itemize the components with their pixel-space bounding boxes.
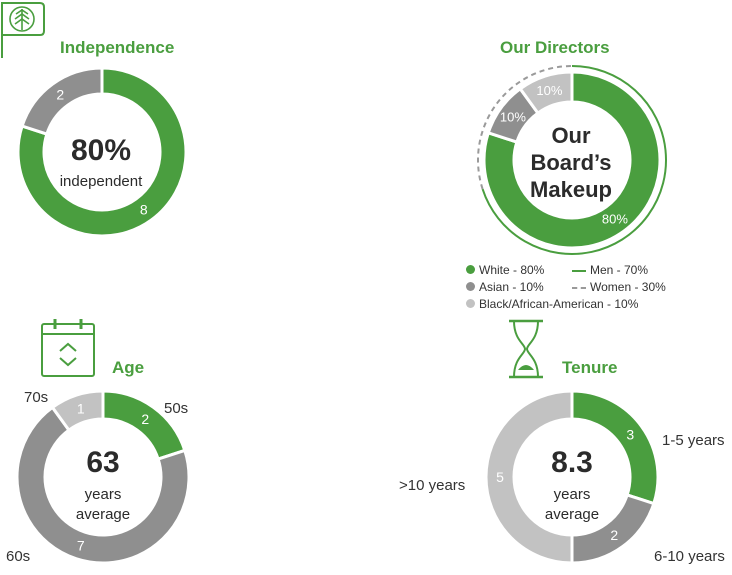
independence-title: Independence: [60, 38, 175, 57]
legend-women-label: Women - 30%: [590, 280, 666, 294]
calendar-icon: [40, 318, 96, 383]
age-center-value: 63: [86, 446, 120, 479]
tenure-center-line-3: average: [544, 506, 600, 523]
tenure-donut-chart: 3 2 5: [484, 389, 660, 565]
age-label-70s: 70s: [24, 389, 49, 406]
age-donut-chart: 2 7 1: [15, 389, 191, 565]
age-label-60s: 60s: [6, 548, 31, 565]
tenure-center-value: 8.3: [551, 446, 593, 479]
legend-asian-swatch: [466, 282, 475, 291]
legend-black-swatch: [466, 299, 475, 308]
legend-black-label: Black/African-American - 10%: [479, 297, 639, 311]
legend-men-label: Men - 70%: [590, 263, 649, 277]
legend-white: White - 80%: [466, 263, 544, 277]
independence-slice-0: [16, 66, 188, 238]
tenure-slice-label-1: 2: [610, 527, 618, 543]
directors-center-line-1: Our: [551, 123, 591, 148]
age-slice-label-0: 2: [141, 411, 149, 427]
independence-donut-chart: 82: [16, 66, 188, 238]
legend-white-label: White - 80%: [479, 263, 545, 277]
directors-title: Our Directors: [500, 38, 610, 57]
age-center-line-3: average: [75, 506, 131, 523]
directors-center-line-2: Board’s: [530, 150, 612, 175]
independence-center-label: independent: [59, 173, 143, 190]
directors-slice-label-2: 10%: [536, 83, 562, 98]
age-center-line-2: years: [84, 486, 122, 503]
tenure-label-6-10-years: 6-10 years: [654, 548, 725, 565]
tenure-title: Tenure: [562, 358, 618, 377]
legend-men-swatch: [572, 269, 586, 272]
tenure-label-over-10-years: >10 years: [399, 477, 466, 494]
directors-center-text: Our Board’s Makeup: [505, 122, 637, 203]
independence-slice-label-0: 8: [140, 201, 148, 217]
legend-white-swatch: [466, 265, 475, 274]
tenure-slice-2: [484, 389, 574, 565]
directors-donut-chart: 80% 10% 10%: [477, 65, 667, 255]
legend-asian-label: Asian - 10%: [479, 280, 544, 294]
directors-slice-label-1: 10%: [500, 110, 526, 125]
age-slice-label-2: 1: [77, 401, 85, 417]
age-slice-2: [50, 389, 105, 433]
age-slice-1: [15, 405, 191, 565]
tenure-slice-label-2: 5: [496, 469, 504, 485]
tenure-center-line-2: years: [553, 486, 591, 503]
legend-asian: Asian - 10%: [466, 280, 544, 294]
age-slice-label-1: 7: [77, 537, 85, 553]
directors-slice-0: [482, 70, 662, 250]
legend-women: Women - 30%: [572, 280, 666, 294]
independence-center-value: 80%: [70, 134, 132, 167]
tenure-label-1-5-years: 1-5 years: [662, 432, 725, 449]
directors-slice-2: [518, 70, 574, 116]
directors-slice-label-0: 80%: [602, 212, 628, 227]
independence-slice-label-1: 2: [56, 87, 64, 103]
tenure-slice-label-0: 3: [626, 427, 634, 443]
legend-men: Men - 70%: [572, 263, 648, 277]
tree-flag-icon: [0, 0, 46, 65]
hourglass-icon: [506, 318, 546, 385]
directors-center-line-3: Makeup: [530, 177, 612, 202]
legend-women-swatch: [572, 286, 586, 289]
age-title: Age: [112, 358, 145, 377]
directors-outer-ring-0: [481, 65, 667, 255]
independence-slice-1: [20, 66, 104, 136]
legend-black: Black/African-American - 10%: [466, 297, 638, 311]
age-label-50s: 50s: [164, 400, 189, 417]
